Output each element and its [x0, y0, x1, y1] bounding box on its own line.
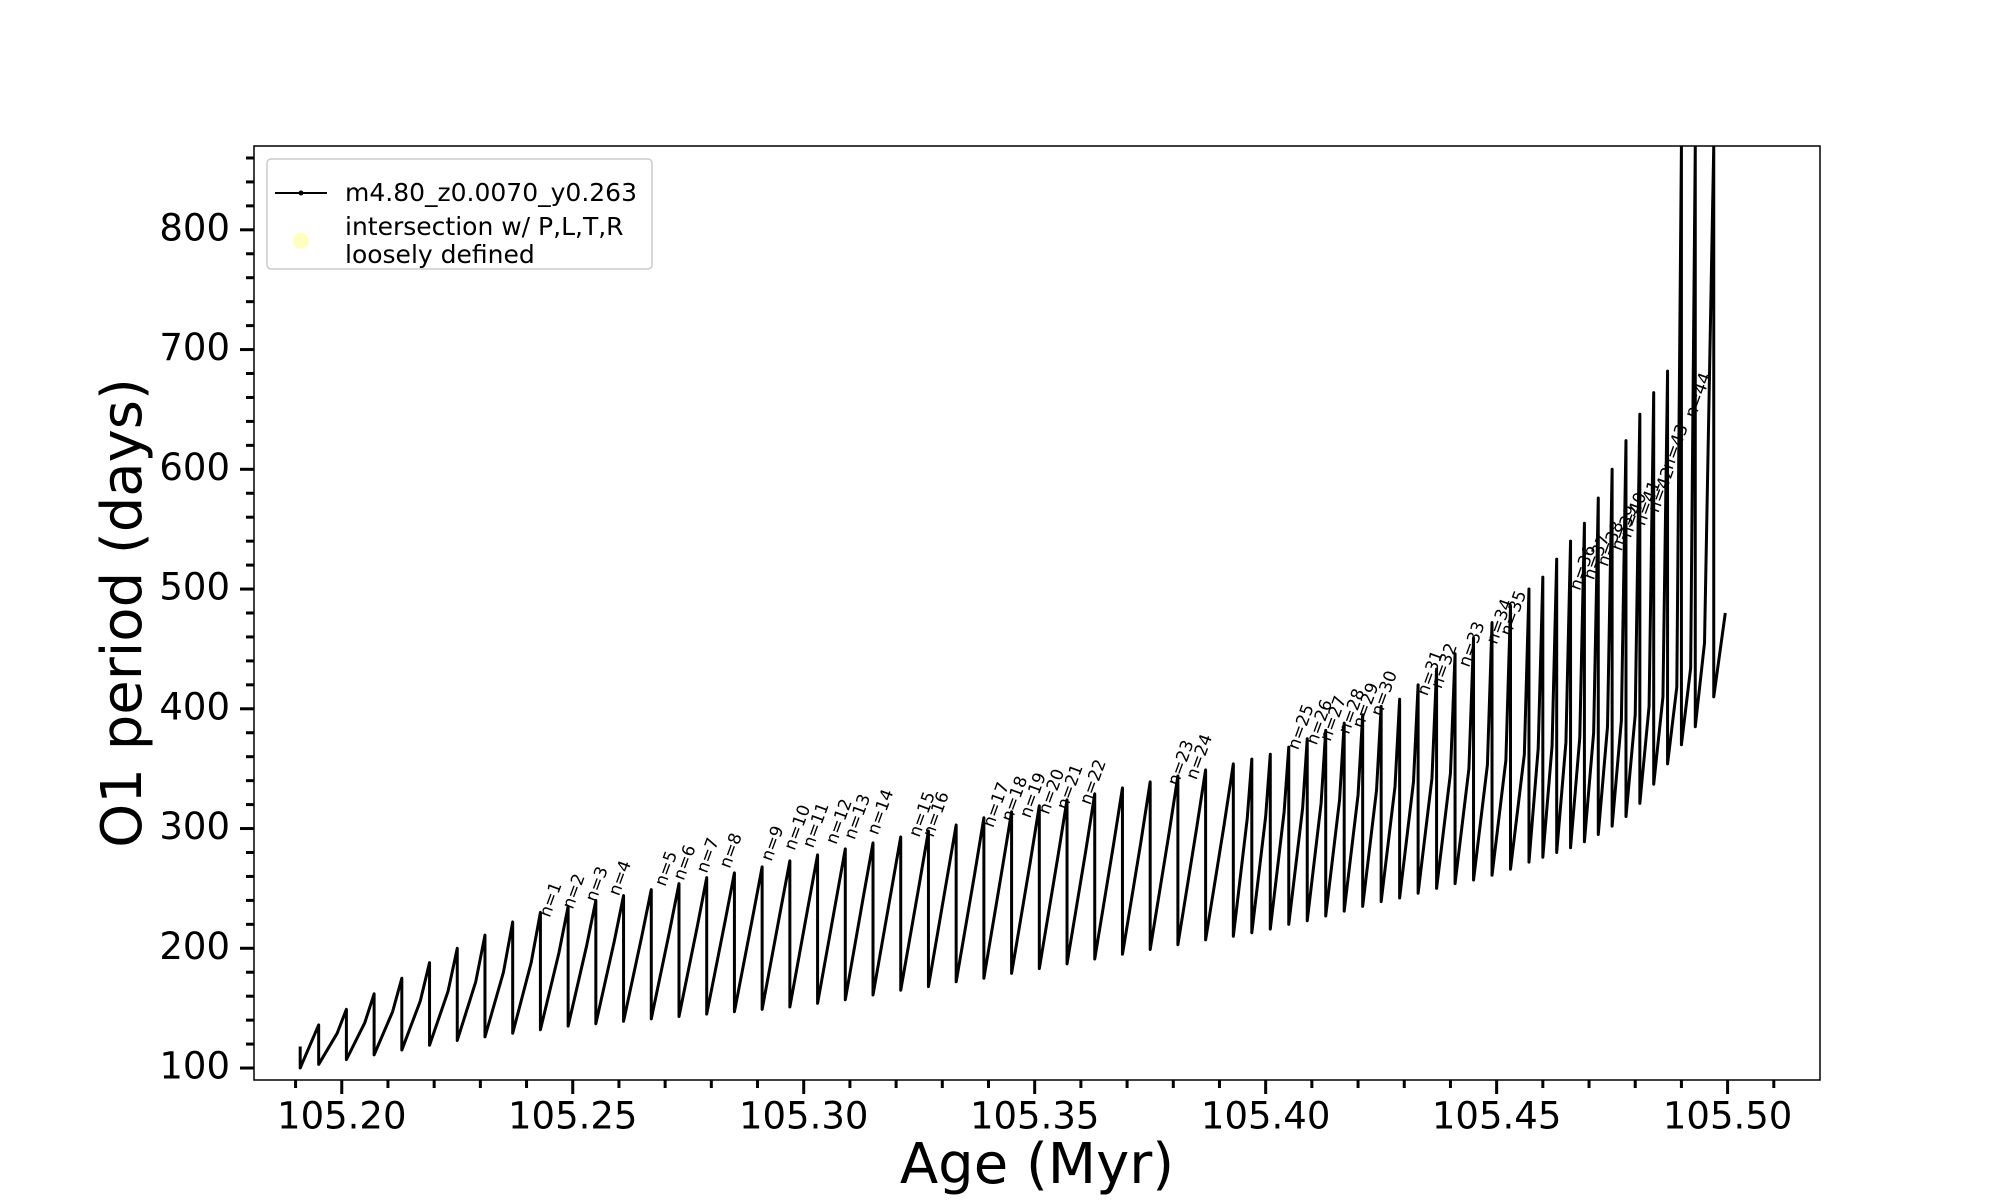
x-tick-label: 105.30 — [739, 1095, 868, 1138]
y-tick-label: 100 — [159, 1045, 230, 1088]
x-tick-label: 105.20 — [277, 1095, 406, 1138]
legend-box — [266, 158, 653, 270]
legend-entry: m4.80_z0.0070_y0.263 — [345, 179, 637, 207]
x-axis-title: Age (Myr) — [900, 1132, 1174, 1197]
y-axis-title: O1 period (days) — [90, 378, 155, 848]
y-tick-label: 500 — [159, 566, 230, 609]
legend: m4.80_z0.0070_y0.263 intersection w/ P,L,… — [266, 158, 653, 270]
x-tick-label: 105.25 — [508, 1095, 637, 1138]
x-tick-label: 105.45 — [1432, 1095, 1561, 1138]
x-tick-label: 105.35 — [970, 1095, 1099, 1138]
y-tick-label: 300 — [159, 805, 230, 848]
legend-label: intersection w/ P,L,T,R loosely defined — [345, 213, 624, 269]
y-tick-label: 200 — [159, 925, 230, 968]
y-tick-label: 700 — [159, 326, 230, 369]
plot-area — [253, 145, 1821, 1081]
legend-marker — [298, 190, 304, 196]
legend-label: m4.80_z0.0070_y0.263 — [345, 179, 637, 207]
x-tick-label: 105.50 — [1663, 1095, 1792, 1138]
x-tick-label: 105.40 — [1201, 1095, 1330, 1138]
legend-entry: intersection w/ P,L,T,R loosely defined — [345, 213, 624, 269]
y-tick-label: 400 — [159, 685, 230, 728]
y-tick-label: 600 — [159, 446, 230, 489]
data-line — [298, 146, 1727, 1070]
y-tick-label: 800 — [159, 206, 230, 249]
legend-marker — [293, 233, 309, 249]
